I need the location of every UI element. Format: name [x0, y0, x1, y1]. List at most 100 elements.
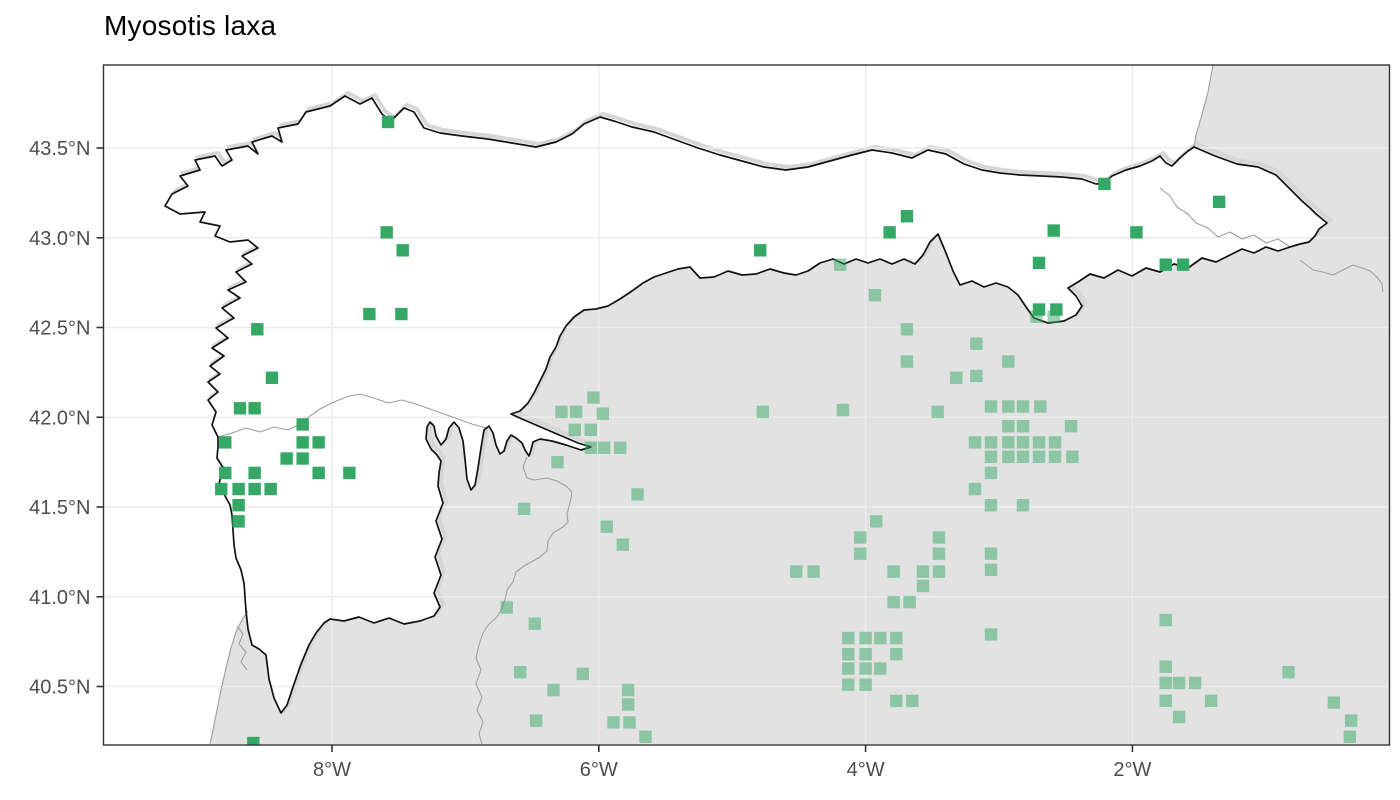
occurrence-square: [859, 631, 872, 645]
x-axis-label-1: 6°W: [580, 759, 618, 781]
occurrence-square: [859, 662, 872, 675]
occurrence-square: [842, 678, 855, 691]
occurrence-square: [890, 647, 903, 661]
occurrence-square: [932, 565, 946, 578]
occurrence-square: [984, 628, 998, 641]
occurrence-square: [621, 683, 635, 697]
occurrence-square: [1159, 258, 1172, 271]
occurrence-square: [596, 407, 610, 420]
occurrence-square: [854, 547, 867, 560]
occurrence-square: [1016, 400, 1030, 413]
admin-border-line: [1193, 65, 1214, 148]
admin-border-line: [236, 625, 248, 671]
occurrence-square: [296, 436, 309, 449]
occurrence-square: [613, 441, 627, 454]
occurrence-square: [380, 226, 393, 239]
occurrence-square: [906, 694, 919, 708]
occurrence-square: [859, 678, 872, 691]
occurrence-square: [1064, 420, 1078, 433]
occurrence-square: [984, 466, 998, 480]
occurrence-square: [312, 436, 325, 449]
occurrence-square: [363, 307, 376, 321]
occurrence-square: [887, 565, 900, 578]
occurrence-square: [576, 667, 589, 681]
occurrence-square: [597, 441, 611, 454]
focal-region-fill: [165, 96, 1327, 713]
occurrence-square: [1016, 436, 1030, 449]
y-axis-label-1: 43.0°N: [29, 228, 90, 250]
occurrence-square: [1030, 310, 1043, 323]
occurrence-square: [395, 307, 408, 321]
occurrence-square: [842, 631, 855, 645]
occurrence-square: [569, 405, 583, 419]
occurrence-square: [1172, 710, 1186, 724]
occurrence-square: [551, 455, 564, 469]
occurrence-square: [248, 402, 261, 415]
occurrence-square: [232, 499, 245, 512]
occurrence-square: [916, 565, 930, 578]
occurrence-square: [984, 400, 998, 413]
occurrence-points-layer: [215, 115, 1358, 745]
occurrence-square: [1282, 665, 1295, 679]
occurrence-square: [1002, 400, 1015, 413]
non-focal-land-region: [211, 65, 1390, 744]
occurrence-square: [756, 405, 770, 419]
occurrence-square: [528, 617, 541, 630]
occurrence-square: [970, 369, 983, 383]
occurrence-square: [1002, 450, 1015, 463]
occurrence-square: [631, 488, 644, 501]
y-axis-label-0: 43.5°N: [29, 138, 90, 160]
occurrence-square: [970, 337, 983, 350]
occurrence-square: [296, 452, 309, 465]
occurrence-square: [248, 466, 261, 480]
occurrence-square: [807, 565, 820, 578]
occurrence-square: [584, 441, 597, 454]
occurrence-square: [834, 258, 847, 271]
occurrence-square: [1159, 676, 1172, 690]
occurrence-square: [219, 466, 232, 480]
occurrence-square: [754, 244, 767, 257]
occurrence-square: [842, 647, 855, 661]
occurrence-square: [890, 694, 903, 708]
occurrence-square: [500, 601, 513, 614]
occurrence-square: [264, 482, 277, 496]
x-axis-label-0: 8°W: [313, 759, 351, 781]
occurrence-square: [1159, 660, 1172, 673]
occurrence-square: [836, 403, 850, 417]
admin-border-line: [1299, 259, 1384, 293]
x-axis-label-3: 2°W: [1113, 759, 1151, 781]
occurrence-square: [842, 662, 855, 675]
occurrence-square: [1002, 355, 1015, 368]
occurrence-square: [883, 226, 896, 239]
occurrence-square: [1016, 450, 1030, 463]
occurrence-square: [1032, 450, 1046, 463]
occurrence-square: [312, 466, 325, 480]
occurrence-square: [968, 436, 982, 449]
occurrence-square: [215, 482, 228, 496]
occurrence-square: [1047, 224, 1060, 237]
occurrence-square: [1343, 730, 1357, 743]
occurrence-square: [1032, 436, 1046, 449]
occurrence-square: [247, 736, 260, 745]
occurrence-square: [396, 244, 409, 257]
occurrence-square: [1048, 436, 1062, 449]
occurrence-square: [900, 355, 914, 368]
occurrence-square: [1188, 676, 1202, 690]
focal-region-outline: [164, 95, 1328, 714]
occurrence-square: [1032, 256, 1046, 270]
occurrence-square: [219, 436, 232, 449]
occurrence-square: [916, 579, 930, 593]
page-title: Myosotis laxa: [104, 10, 277, 41]
occurrence-square: [1204, 694, 1218, 708]
occurrence-square: [868, 288, 882, 302]
occurrence-square: [517, 502, 531, 515]
occurrence-square: [900, 323, 914, 336]
occurrence-square: [568, 423, 581, 437]
occurrence-square: [854, 531, 867, 544]
admin-border-line: [217, 393, 487, 438]
occurrence-square: [1327, 696, 1341, 709]
occurrence-square: [984, 563, 998, 577]
occurrence-square: [1159, 613, 1172, 627]
occurrence-square: [555, 405, 568, 419]
